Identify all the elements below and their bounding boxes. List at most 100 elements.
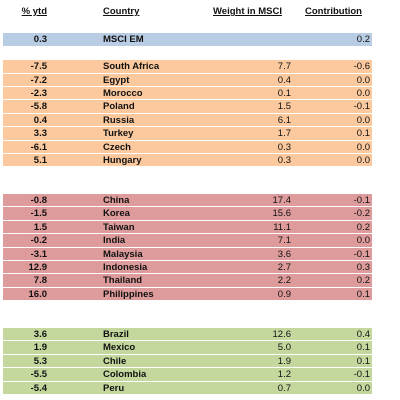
weight-cell: 15.6 <box>272 208 292 220</box>
country-cell: Brazil <box>103 328 129 340</box>
weight-cell: 1.5 <box>277 101 291 113</box>
ytd-cell: -6.1 <box>30 141 47 153</box>
contribution-cell: 0.2 <box>356 221 370 233</box>
latam-group: 3.6 Brazil 12.6 0.4 1.9 Mexico 5.0 0.1 5.3 Chile 1… <box>3 327 372 395</box>
table-row: 1.9 Mexico 5.0 0.1 <box>3 341 372 355</box>
contribution-cell: 0.0 <box>356 141 370 153</box>
table-row: -0.2 India 7.1 0.0 <box>3 234 372 248</box>
table-row: -0.8 China 17.4 -0.1 <box>3 194 372 208</box>
msci-em-group: 0.3 MSCI EM 0.2 <box>3 33 372 47</box>
country-cell: MSCI EM <box>103 34 144 46</box>
contribution-cell: 0.2 <box>356 275 370 287</box>
contribution-cell: 0.1 <box>356 355 370 367</box>
contribution-cell: 0.2 <box>356 34 370 46</box>
table-row: -7.2 Egypt 0.4 0.0 <box>3 73 372 87</box>
contribution-cell: 0.0 <box>356 114 370 126</box>
country-cell: Mexico <box>103 342 136 354</box>
ytd-cell: 5.3 <box>33 355 47 367</box>
ytd-cell: 0.3 <box>33 34 47 46</box>
weight-cell: 0.7 <box>277 382 291 394</box>
country-cell: Colombia <box>103 369 147 381</box>
ytd-cell: -5.8 <box>30 101 47 113</box>
weight-cell: 7.7 <box>277 61 291 73</box>
ytd-cell: 1.5 <box>33 221 47 233</box>
weight-cell: 5.0 <box>277 342 291 354</box>
spacer-row <box>3 314 372 328</box>
country-cell: Hungary <box>103 154 142 166</box>
ytd-cell: -7.2 <box>30 74 47 86</box>
contribution-cell: 0.0 <box>356 87 370 99</box>
ytd-cell: 3.6 <box>33 328 47 340</box>
weight-cell: 0.3 <box>277 154 291 166</box>
spacer-row <box>3 180 372 195</box>
weight-cell: 0.1 <box>277 87 291 99</box>
ytd-cell: -0.8 <box>30 195 47 207</box>
table-row: -3.1 Malaysia 3.6 -0.1 <box>3 247 372 262</box>
table-row: 3.6 Brazil 12.6 0.4 <box>3 327 372 342</box>
spacer-row <box>3 167 372 181</box>
country-cell: Russia <box>103 114 135 126</box>
country-cell: Chile <box>103 355 127 367</box>
weight-cell: 1.7 <box>277 128 291 140</box>
weight-cell: 1.9 <box>277 355 291 367</box>
ytd-cell: 7.8 <box>33 275 47 287</box>
contribution-cell: -0.2 <box>353 208 370 220</box>
contribution-cell: 0.0 <box>356 235 370 247</box>
contribution-cell: -0.1 <box>353 248 370 260</box>
ytd-cell: -5.5 <box>30 369 47 381</box>
header-country: Country <box>103 6 140 17</box>
contribution-cell: 0.0 <box>356 154 370 166</box>
ytd-cell: -2.3 <box>30 87 47 99</box>
country-cell: Malaysia <box>103 248 143 260</box>
contribution-cell: 0.1 <box>356 342 370 354</box>
msci-contribution-table: % ytd Country Weight in MSCI Contributio… <box>3 4 372 395</box>
country-cell: Philippines <box>103 288 154 300</box>
contribution-cell: -0.6 <box>353 61 370 73</box>
ytd-cell: -1.5 <box>30 208 47 220</box>
country-cell: Poland <box>103 101 135 113</box>
country-cell: South Africa <box>103 61 160 73</box>
table-row: 3.3 Turkey 1.7 0.1 <box>3 127 372 141</box>
ytd-cell: 0.4 <box>33 114 47 126</box>
contribution-cell: -0.1 <box>353 101 370 113</box>
contribution-cell: -0.1 <box>353 195 370 207</box>
contribution-cell: 0.1 <box>356 128 370 140</box>
weight-cell: 0.4 <box>277 74 291 86</box>
header-contribution: Contribution <box>305 6 362 17</box>
table-row: -5.5 Colombia 1.2 -0.1 <box>3 368 372 382</box>
country-cell: Turkey <box>103 128 134 140</box>
country-cell: Indonesia <box>103 262 148 274</box>
weight-cell: 2.2 <box>277 275 291 287</box>
table-row: 16.0 Philippines 0.9 0.1 <box>3 287 372 302</box>
spacer-row <box>3 301 372 315</box>
country-cell: China <box>103 195 130 207</box>
table-row: 7.8 Thailand 2.2 0.2 <box>3 274 372 288</box>
country-cell: Peru <box>103 382 125 394</box>
table-row: -1.5 Korea 15.6 -0.2 <box>3 207 372 221</box>
table-row: -6.1 Czech 0.3 0.0 <box>3 140 372 154</box>
ytd-cell: -3.1 <box>30 248 47 260</box>
table-row: 1.5 Taiwan 11.1 0.2 <box>3 220 372 235</box>
ytd-cell: 3.3 <box>33 128 47 140</box>
country-cell: Morocco <box>103 87 143 99</box>
emea-group: -7.5 South Africa 7.7 -0.6 -7.2 Egypt 0.4 0.0 -2… <box>3 60 372 168</box>
weight-cell: 2.7 <box>277 262 291 274</box>
weight-cell: 0.9 <box>277 288 291 300</box>
ytd-cell: 12.9 <box>28 262 48 274</box>
country-cell: Taiwan <box>103 221 135 233</box>
header-weight: Weight in MSCI <box>213 6 282 17</box>
ytd-cell: 16.0 <box>28 288 48 300</box>
weight-cell: 12.6 <box>272 328 292 340</box>
table-row: 0.3 MSCI EM 0.2 <box>3 33 372 47</box>
table-row: -2.3 Morocco 0.1 0.0 <box>3 86 372 101</box>
header-ytd: % ytd <box>21 6 47 17</box>
country-cell: India <box>103 235 126 247</box>
table-row: 5.1 Hungary 0.3 0.0 <box>3 153 372 168</box>
contribution-cell: 0.1 <box>356 288 370 300</box>
table-row: -7.5 South Africa 7.7 -0.6 <box>3 60 372 74</box>
table-row: 12.9 Indonesia 2.7 0.3 <box>3 261 372 275</box>
table-row: 0.4 Russia 6.1 0.0 <box>3 113 372 128</box>
country-cell: Thailand <box>103 275 143 287</box>
ytd-cell: 5.1 <box>33 154 47 166</box>
header-row: % ytd Country Weight in MSCI Contributio… <box>3 4 372 20</box>
